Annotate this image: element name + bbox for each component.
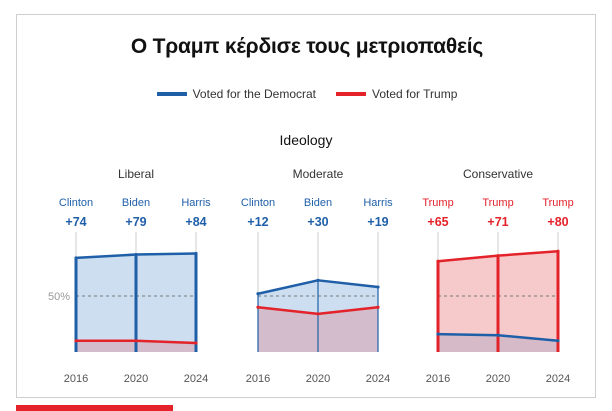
trump-point <box>436 259 440 263</box>
democrat-point <box>496 333 500 337</box>
democrat-point <box>194 251 198 256</box>
democrat-point <box>376 285 380 289</box>
brand-strip <box>16 405 173 411</box>
candidate-label: Trump <box>422 197 453 209</box>
candidate-label: Harris <box>181 197 211 209</box>
margin-label: +74 <box>65 215 86 229</box>
chart-section-title: Ideology <box>280 132 333 148</box>
margin-label: +30 <box>307 215 328 229</box>
x-tick-label: 2020 <box>124 373 148 385</box>
democrat-point <box>74 256 78 260</box>
trump-point <box>316 312 320 316</box>
x-tick-label: 2016 <box>246 373 270 385</box>
margin-label: +84 <box>185 215 206 229</box>
x-tick-label: 2024 <box>546 373 570 385</box>
candidate-label: Harris <box>363 197 393 209</box>
x-tick-label: 2024 <box>184 373 208 385</box>
candidate-label: Trump <box>482 197 513 209</box>
margin-label: +80 <box>547 215 568 229</box>
trump-point <box>74 339 78 343</box>
x-tick-label: 2016 <box>64 373 88 385</box>
democrat-point <box>256 292 260 296</box>
candidate-label: Biden <box>304 197 332 209</box>
legend: Voted for the Democrat Voted for Trump <box>17 87 597 101</box>
legend-label-trump: Voted for Trump <box>372 87 458 101</box>
trump-point <box>194 341 198 345</box>
trump-point <box>256 305 260 309</box>
legend-item-trump: Voted for Trump <box>336 87 457 101</box>
trump-point <box>376 305 380 309</box>
trump-point <box>556 249 560 253</box>
democrat-point <box>556 339 560 343</box>
candidate-label: Clinton <box>59 197 93 209</box>
x-tick-label: 2016 <box>426 373 450 385</box>
margin-label: +79 <box>125 215 146 229</box>
margin-label: +19 <box>367 215 388 229</box>
trump-point <box>134 339 138 343</box>
democrat-point <box>134 252 138 257</box>
panel-title-liberal: Liberal <box>118 167 154 181</box>
democrat-point <box>316 278 320 282</box>
panel-title-conservative: Conservative <box>463 167 533 181</box>
trump-point <box>496 254 500 258</box>
margin-label: +65 <box>427 215 448 229</box>
margin-label: +12 <box>247 215 268 229</box>
reference-line-label: 50% <box>48 291 70 303</box>
x-tick-label: 2020 <box>486 373 510 385</box>
x-tick-label: 2020 <box>306 373 330 385</box>
legend-swatch-democrat <box>156 92 187 96</box>
panel-title-moderate: Moderate <box>293 167 344 181</box>
x-tick-label: 2024 <box>366 373 390 385</box>
legend-swatch-trump <box>336 92 366 96</box>
chart-title: Ο Τραμπ κέρδισε τους μετριοπαθείς <box>130 35 484 58</box>
candidate-label: Biden <box>122 197 150 209</box>
legend-item-democrat: Voted for the Democrat <box>156 87 316 101</box>
candidate-label: Clinton <box>241 197 275 209</box>
democrat-point <box>436 332 440 336</box>
candidate-label: Trump <box>542 197 573 209</box>
legend-label-democrat: Voted for the Democrat <box>192 87 316 101</box>
margin-label: +71 <box>487 215 508 229</box>
